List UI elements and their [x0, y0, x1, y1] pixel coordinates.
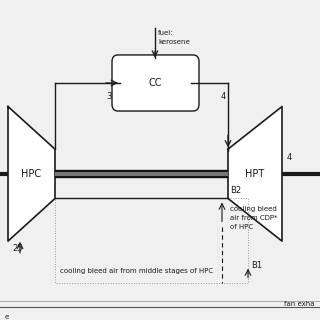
- Text: HPC: HPC: [21, 169, 41, 179]
- Text: of HPC: of HPC: [230, 224, 253, 230]
- Text: fan exha: fan exha: [284, 301, 315, 307]
- Text: HPT: HPT: [245, 169, 265, 179]
- Text: cooling bleed: cooling bleed: [230, 206, 277, 212]
- Text: air from CDP*: air from CDP*: [230, 215, 277, 221]
- Text: fuel:: fuel:: [158, 30, 174, 36]
- Text: 4: 4: [287, 153, 292, 162]
- Text: CC: CC: [148, 78, 162, 88]
- Polygon shape: [228, 107, 282, 241]
- Text: kerosene: kerosene: [158, 39, 190, 45]
- FancyBboxPatch shape: [112, 55, 199, 111]
- Text: 3: 3: [107, 92, 112, 101]
- Text: 4: 4: [221, 92, 226, 101]
- Text: B1: B1: [251, 261, 262, 270]
- Text: cooling bleed air from middle stages of HPC: cooling bleed air from middle stages of …: [60, 268, 213, 274]
- Text: 25: 25: [12, 244, 22, 253]
- Polygon shape: [8, 107, 55, 241]
- Text: e: e: [5, 314, 9, 320]
- Text: B2: B2: [230, 186, 241, 195]
